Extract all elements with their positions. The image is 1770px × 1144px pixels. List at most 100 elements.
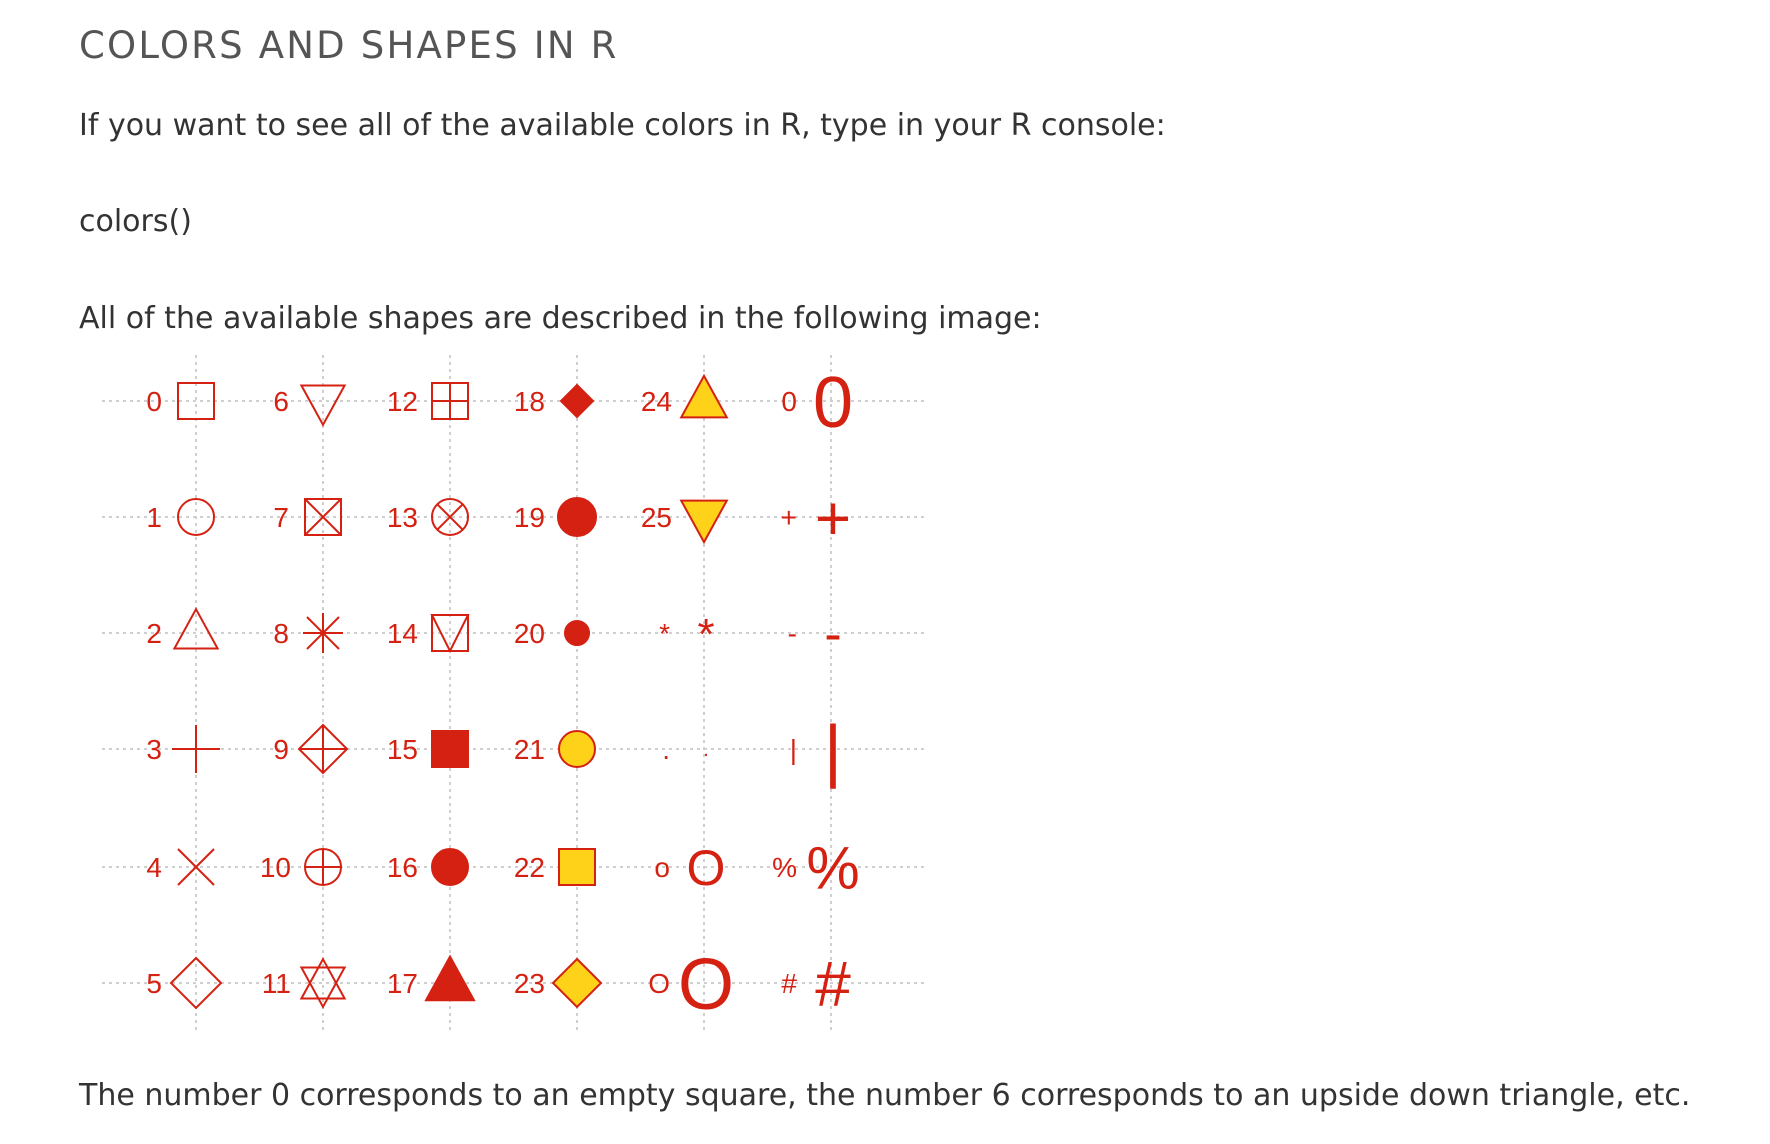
shape-symbol-circle-cross xyxy=(431,498,469,536)
shape-symbol-diamond-open xyxy=(169,956,223,1010)
shape-label: 1 xyxy=(146,502,162,533)
shape-symbol-triangle-open xyxy=(172,607,220,650)
shape-symbol-diamond-filled-small xyxy=(559,383,595,419)
shape-symbol-triangle-down-yellow xyxy=(679,499,729,545)
shape-symbol-circle-open xyxy=(177,498,215,536)
shape-cell: | | xyxy=(790,711,842,789)
shape-label: % xyxy=(772,852,797,883)
shape-symbol: 0 xyxy=(813,363,853,443)
shape-label: 5 xyxy=(146,968,162,999)
shape-label: 0 xyxy=(781,386,797,417)
shape-label: 7 xyxy=(273,502,289,533)
shape-symbol-square-triangle xyxy=(430,614,470,654)
shape-label: 17 xyxy=(387,968,418,999)
shape-cell: 8 xyxy=(273,613,343,653)
page-title: COLORS AND SHAPES IN R xyxy=(79,24,619,67)
shape-symbol-square-yellow xyxy=(558,848,596,886)
shape-label: 9 xyxy=(273,734,289,765)
shape-cell: 16 xyxy=(387,848,469,886)
shape-label: | xyxy=(790,734,797,765)
shape-symbol-asterisk xyxy=(303,613,343,653)
shape-symbol: + xyxy=(815,484,851,553)
shape-label: 25 xyxy=(641,502,672,533)
shape-cell: 1 xyxy=(146,498,215,536)
shape-cell: 24 xyxy=(641,373,729,419)
shape-label: 6 xyxy=(273,386,289,417)
shape-cell: 12 xyxy=(387,382,469,420)
shape-label: 21 xyxy=(514,734,545,765)
shape-label: 10 xyxy=(260,852,291,883)
shape-cell: %% xyxy=(772,835,860,902)
shape-symbol-circle-filled-large xyxy=(557,497,597,537)
shape-label: 8 xyxy=(273,618,289,649)
shape-label: 20 xyxy=(514,618,545,649)
shape-cell: # # xyxy=(781,948,851,1020)
shape-cell: * * xyxy=(659,610,714,659)
shape-cell: 7 xyxy=(273,498,342,536)
shape-symbol: - xyxy=(824,606,841,664)
shape-symbol: * xyxy=(697,610,714,659)
shape-cell: -- xyxy=(788,606,842,664)
shape-symbol-star-of-david xyxy=(299,957,347,1009)
shape-label: 13 xyxy=(387,502,418,533)
shape-cell: 4 xyxy=(146,848,215,886)
intro-text: If you want to see all of the available … xyxy=(79,108,1166,143)
shape-label: 4 xyxy=(146,852,162,883)
explanation-text: The number 0 corresponds to an empty squ… xyxy=(79,1078,1691,1113)
shape-cell: 18 xyxy=(514,383,595,419)
shape-label: # xyxy=(781,968,797,999)
shape-label: O xyxy=(648,968,670,999)
shape-cell: 14 xyxy=(387,614,470,654)
shape-label: 3 xyxy=(146,734,162,765)
shape-label: 18 xyxy=(514,386,545,417)
shape-cell: 21 xyxy=(514,730,596,768)
shape-label: o xyxy=(654,852,670,883)
shape-label: 19 xyxy=(514,502,545,533)
shape-cell: 0 xyxy=(146,382,215,420)
shape-symbol-circle-yellow xyxy=(558,730,596,768)
shape-label: 15 xyxy=(387,734,418,765)
shape-symbol-square-cross xyxy=(304,498,342,536)
code-snippet: colors() xyxy=(79,204,192,239)
shape-symbol: # xyxy=(815,948,851,1020)
shape-cell: 9 xyxy=(273,723,349,775)
shape-label: 12 xyxy=(387,386,418,417)
shape-cell: 23 xyxy=(514,957,603,1009)
grid xyxy=(102,355,926,1032)
shape-cell: 19 xyxy=(514,497,597,537)
shape-symbol-circle-plus xyxy=(304,848,342,886)
shape-cell: 11 xyxy=(262,957,347,1009)
shape-symbol-triangle-filled xyxy=(424,954,476,1002)
shape-symbol: . xyxy=(703,739,709,761)
shape-symbol: O xyxy=(687,840,726,896)
shape-symbol: O xyxy=(678,945,734,1025)
shape-label: * xyxy=(659,618,670,649)
shape-cell: 17 xyxy=(387,954,476,1002)
shape-cell: 15 xyxy=(387,730,469,768)
shape-symbol-triangle-yellow xyxy=(679,373,729,419)
shape-label: 23 xyxy=(514,968,545,999)
shape-symbol-circle-filled-small xyxy=(564,620,590,646)
shape-symbol-square-filled xyxy=(431,730,469,768)
shape-cell: 20 xyxy=(514,618,590,649)
shape-label: . xyxy=(662,734,670,765)
shape-symbol: | xyxy=(824,711,842,789)
shape-label: 16 xyxy=(387,852,418,883)
shape-cell: 3 xyxy=(146,725,220,773)
shape-label: 0 xyxy=(146,386,162,417)
shape-cell: 10 xyxy=(260,848,342,886)
shape-cell: + + xyxy=(781,484,851,553)
shape-label: - xyxy=(788,618,797,649)
shape-cell: 22 xyxy=(514,848,596,886)
shape-cell: 2 xyxy=(146,607,220,650)
shape-label: + xyxy=(781,502,797,533)
shape-cell: 5 xyxy=(146,956,223,1010)
shape-cell: 25 xyxy=(641,499,729,545)
shape-symbol-diamond-yellow xyxy=(551,957,603,1009)
shape-symbol-square-plus xyxy=(431,382,469,420)
shape-label: 11 xyxy=(262,968,291,999)
